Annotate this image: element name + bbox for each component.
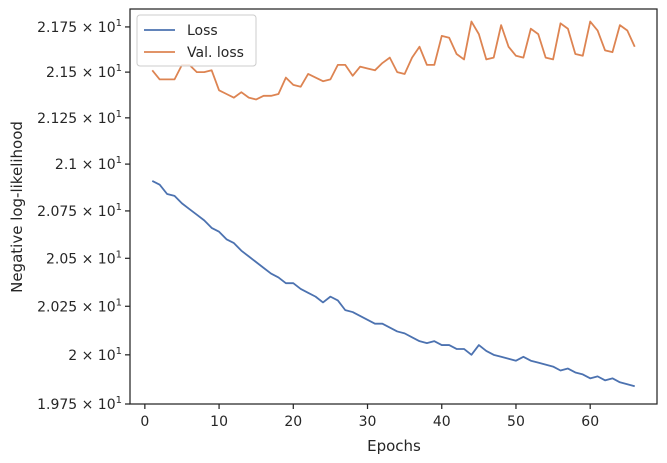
x-tick-label: 50 [507,414,525,430]
legend-label: Loss [187,23,218,39]
series-lines [151,20,636,388]
axis-ticks: 0 10 20 30 40 50 60 1.975 × 101 2 × 101 2.025 × 1… [37,18,599,430]
x-axis-label: Epochs [367,437,421,455]
plot-frame [129,8,658,405]
legend-box [136,14,257,67]
series-line-loss [151,180,635,388]
x-tick-label: 30 [359,414,377,430]
x-tick-label: 0 [140,414,149,430]
y-tick-label: 2.025 × 101 [37,297,122,315]
y-tick-label: 2.15 × 101 [46,63,122,81]
x-tick-label: 40 [433,414,451,430]
y-tick-label: 2.125 × 101 [37,109,122,127]
x-tick-label: 20 [284,414,302,430]
legend-label: Val. loss [187,45,244,61]
legend: Loss Val. loss [136,14,257,67]
plot-area [129,8,658,405]
y-tick-label: 2 × 101 [68,346,122,364]
y-tick-label: 2.075 × 101 [37,202,122,220]
series-line-val-loss [151,20,636,101]
x-tick-label: 10 [210,414,228,430]
x-tick-label: 60 [581,414,599,430]
y-axis-label: Negative log-likelihood [8,121,26,293]
y-tick-label: 2.1 × 101 [55,155,122,173]
y-tick-label: 2.05 × 101 [46,249,122,267]
y-tick-label: 2.175 × 101 [37,18,122,36]
y-tick-label: 1.975 × 101 [37,395,122,413]
